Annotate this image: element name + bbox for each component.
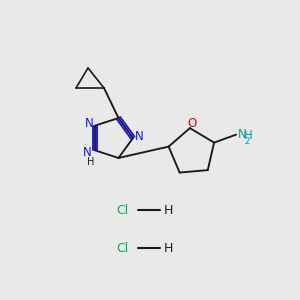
Text: H: H <box>163 242 173 254</box>
Text: H: H <box>163 203 173 217</box>
Text: H: H <box>244 129 253 142</box>
Text: N: N <box>238 128 247 141</box>
Text: N: N <box>85 117 93 130</box>
Text: Cl: Cl <box>116 242 128 254</box>
Text: H: H <box>87 157 95 167</box>
Text: N: N <box>82 146 91 159</box>
Text: 2: 2 <box>244 137 249 146</box>
Text: N: N <box>135 130 143 142</box>
Text: Cl: Cl <box>116 203 128 217</box>
Text: O: O <box>187 117 196 130</box>
